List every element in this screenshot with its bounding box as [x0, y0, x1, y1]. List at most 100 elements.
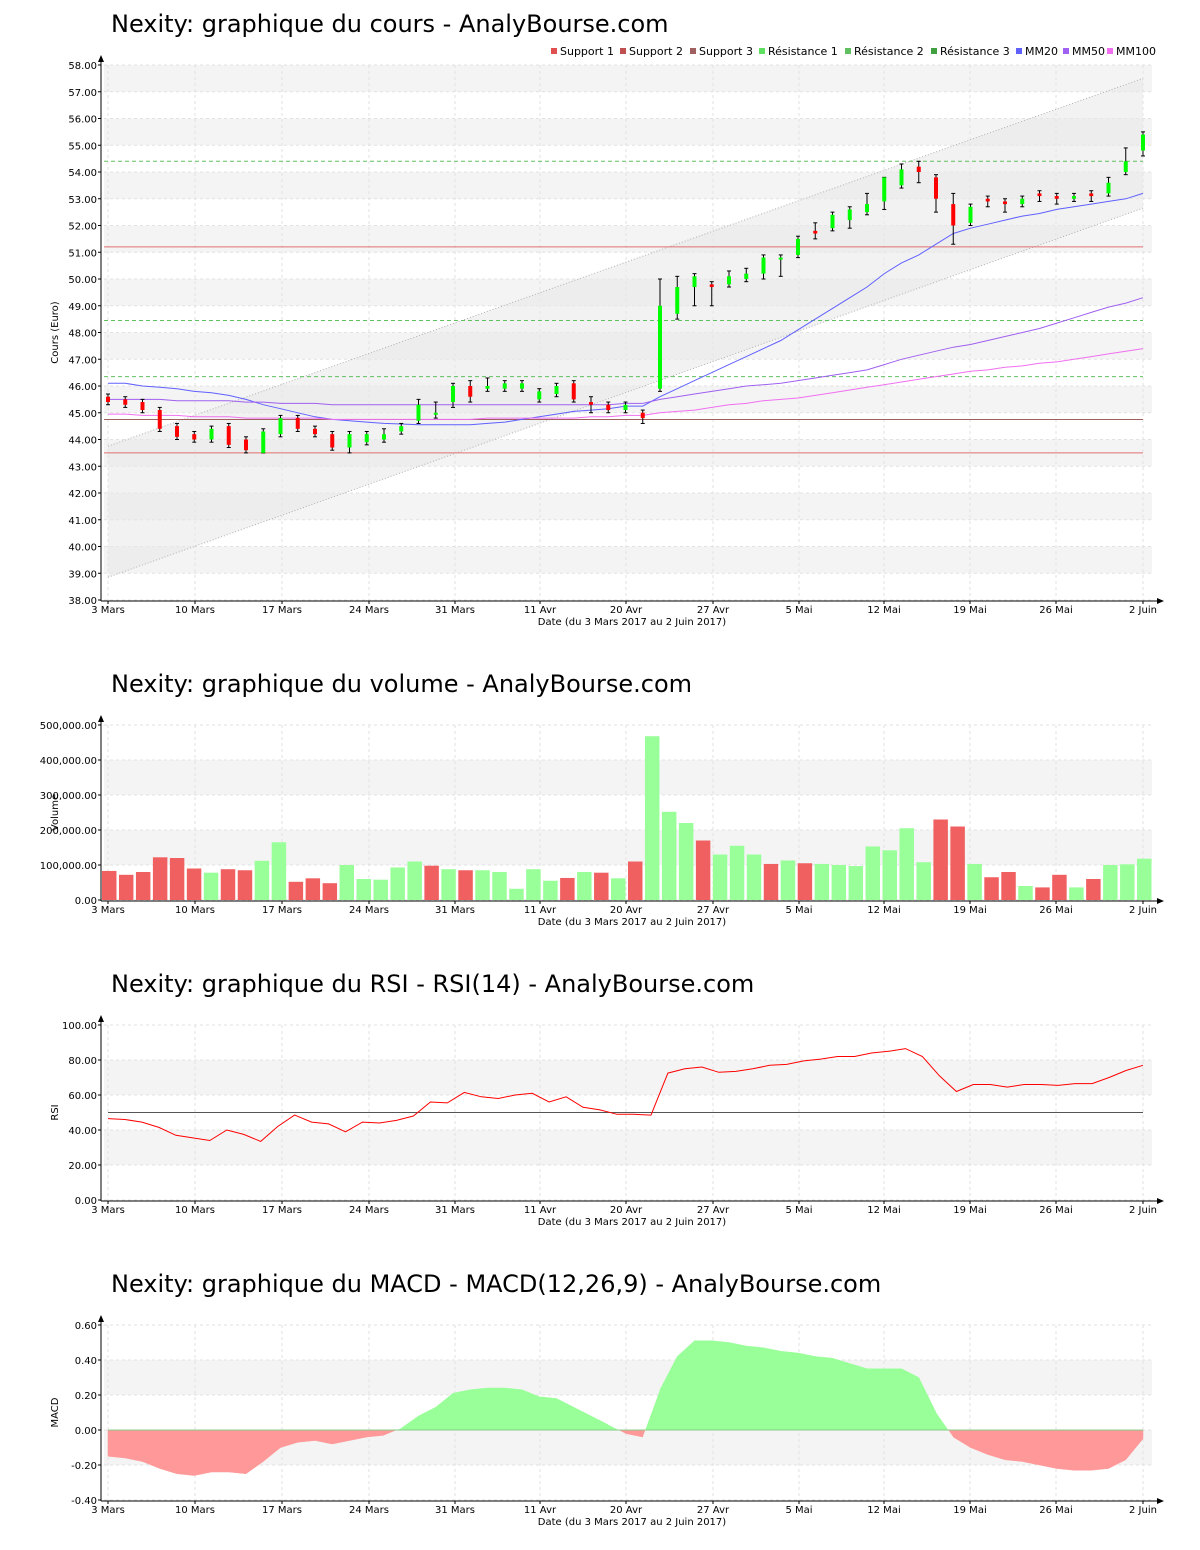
price-y-tick-label: 57.00 [68, 88, 97, 99]
price-y-tick-label: 58.00 [68, 61, 97, 72]
price-grid-band [104, 546, 1152, 574]
volume-bar [305, 878, 321, 900]
macd-chart: -0.40 -0.20 0.00 0.20 0.40 0.60 3 Mars 10 Mars 1… [50, 1315, 1164, 1528]
rsi-x-tick-label: 17 Mars [262, 1205, 302, 1216]
price-y-tick-label: 46.00 [68, 382, 97, 393]
macd-area-segment [618, 1430, 626, 1434]
volume-bar [424, 865, 439, 900]
macd-area-segment [694, 1340, 712, 1431]
volume-bar [1035, 887, 1050, 900]
rsi-x-tick-label: 3 Mars [91, 1205, 125, 1216]
volume-bar [577, 872, 592, 900]
candle-body [468, 386, 473, 397]
macd-area-segment [1039, 1429, 1057, 1469]
candle-body [399, 426, 404, 432]
volume-bar [220, 869, 236, 900]
volume-bar [169, 858, 185, 900]
macd-area-segment [936, 1412, 949, 1430]
candle-body [916, 166, 921, 172]
trend-channel-upper [107, 77, 1144, 447]
rsi-y-tick-label: 20.00 [68, 1161, 97, 1172]
candle-body [658, 305, 662, 389]
rsi-y-tick-label: 60.00 [68, 1091, 97, 1102]
macd-y-tick-label: 0.40 [75, 1356, 97, 1367]
macd-area-segment [228, 1429, 247, 1475]
volume-bar [237, 870, 253, 900]
candle-body [209, 428, 214, 440]
volume-bar [458, 870, 473, 900]
macd-x-tick-label: 31 Mars [435, 1505, 475, 1516]
volume-bar [1018, 886, 1033, 900]
macd-area-segment [194, 1429, 212, 1476]
rsi-x-tick-label: 11 Avr [524, 1205, 557, 1216]
volume-bar [1103, 865, 1118, 900]
macd-area-segment [1022, 1429, 1040, 1466]
volume-bar [933, 819, 948, 900]
rsi-chart: 0.00 20.00 40.00 60.00 80.00 100.00 3 Mars 10 M… [50, 1015, 1164, 1228]
volume-x-tick-label: 26 Mai [1039, 905, 1072, 916]
price-y-tick-label: 52.00 [68, 222, 97, 233]
price-x-tick-label: 19 Mai [953, 605, 986, 616]
volume-y-tick-label: 100,000.00 [40, 861, 97, 872]
volume-bar [1137, 858, 1152, 900]
candle-body [1020, 198, 1025, 205]
price-x-tick-label: 26 Mai [1039, 605, 1072, 616]
volume-chart: 0.00 100,000.00 200,000.00 300,000.00 400,00… [40, 715, 1164, 928]
volume-x-tick-label: 19 Mai [953, 905, 986, 916]
volume-bar [356, 879, 371, 900]
macd-area-segment [384, 1430, 397, 1436]
candle-body [968, 206, 973, 223]
volume-bar [271, 842, 287, 900]
price-y-tick-label: 42.00 [68, 489, 97, 500]
volume-bar [695, 840, 711, 900]
volume-x-axis-title: Date (du 3 Mars 2017 au 2 Juin 2017) [538, 917, 726, 928]
volume-y-tick-label: 0.00 [75, 896, 97, 907]
macd-area-segment [504, 1387, 523, 1431]
macd-area-segment [1073, 1429, 1092, 1471]
price-x-tick-label: 27 Avr [697, 605, 730, 616]
macd-x-tick-label: 20 Avr [610, 1505, 643, 1516]
volume-bar [1120, 864, 1135, 900]
volume-grid-band [104, 760, 1152, 795]
volume-bar [611, 878, 626, 900]
legend-item: Support 3 [699, 45, 753, 58]
candle-body [865, 204, 869, 213]
volume-grid-band [104, 830, 1152, 865]
volume-x-tick-label: 31 Mars [435, 905, 475, 916]
candle-body [778, 257, 783, 260]
price-grid-band [104, 65, 1152, 92]
macd-area-segment [211, 1429, 229, 1473]
volume-y-axis-title: Volume [50, 794, 61, 831]
price-x-tick-label: 3 Mars [91, 605, 125, 616]
price-x-tick-label: 17 Mars [262, 605, 302, 616]
legend-swatch [845, 48, 851, 54]
volume-bar [984, 877, 999, 900]
volume-bar [203, 872, 219, 900]
volume-bar [1086, 879, 1101, 900]
candle-body [1037, 193, 1042, 197]
price-y-tick-label: 40.00 [68, 543, 97, 554]
price-x-tick-label: 10 Mars [175, 605, 215, 616]
legend-swatch [620, 48, 626, 54]
candle-body [330, 434, 335, 448]
legend-swatch [551, 48, 557, 54]
candle-body [106, 396, 110, 403]
price-y-tick-label: 39.00 [68, 569, 97, 580]
candle-body [433, 412, 438, 415]
price-y-axis-arrow [98, 55, 104, 62]
rsi-y-tick-label: 100.00 [62, 1021, 97, 1032]
volume-bar [492, 872, 507, 900]
rsi-x-axis-arrow [1157, 1198, 1164, 1204]
macd-area-segment [780, 1350, 799, 1431]
volume-y-tick-label: 400,000.00 [40, 756, 97, 767]
rsi-y-tick-label: 80.00 [68, 1056, 97, 1067]
candle-body [830, 214, 835, 229]
macd-area-segment [677, 1340, 695, 1431]
macd-area-segment [901, 1368, 919, 1431]
legend-swatch [1063, 48, 1069, 54]
macd-area-segment [763, 1347, 781, 1431]
candle-body [692, 276, 697, 288]
rsi-line [107, 1048, 1144, 1142]
candle-body [261, 431, 266, 453]
macd-area-segment [948, 1430, 954, 1437]
